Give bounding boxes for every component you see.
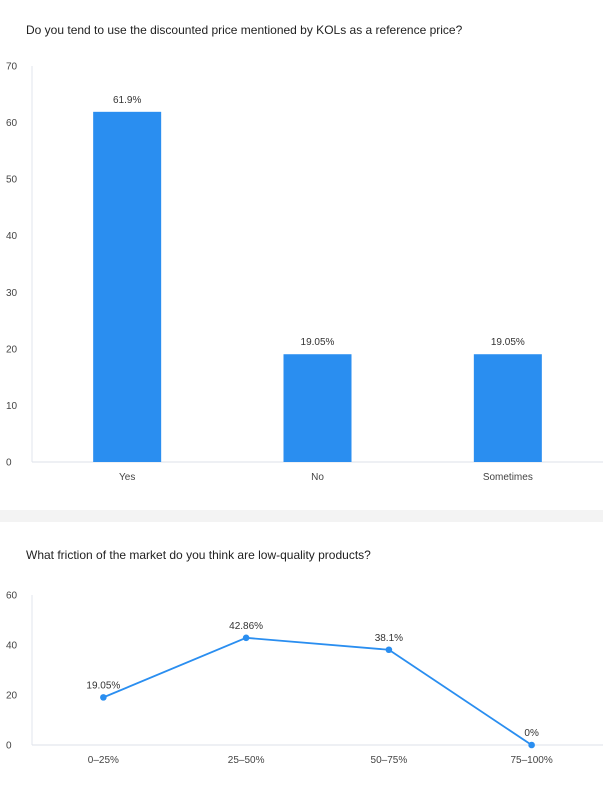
line-chart-panel: What friction of the market do you think…: [0, 522, 603, 785]
x-tick-label: 75–100%: [510, 755, 552, 766]
data-label: 61.9%: [113, 95, 141, 106]
bar-chart-svg: 0 10 20 30 40 50 60 70 61.9% Yes 19.05% No 19.05% Som…: [6, 62, 603, 483]
y-tick-label: 30: [6, 288, 18, 299]
y-tick-label: 40: [6, 231, 18, 242]
line-chart-title: What friction of the market do you think…: [26, 548, 371, 562]
data-label: 42.86%: [229, 621, 263, 632]
bar-chart-panel: Do you tend to use the discounted price …: [0, 0, 603, 510]
data-point: [242, 634, 250, 642]
y-tick-label: 60: [6, 591, 18, 602]
data-point: [100, 694, 107, 701]
data-label: 19.05%: [301, 337, 335, 348]
data-label: 38.1%: [375, 633, 403, 644]
bar-chart-title: Do you tend to use the discounted price …: [26, 23, 463, 37]
y-tick-label: 0: [6, 458, 12, 469]
line-series: [103, 636, 533, 746]
data-label: 19.05%: [86, 680, 120, 691]
bar: [283, 354, 352, 462]
x-tick-label: 0–25%: [88, 755, 119, 766]
data-label: 19.05%: [491, 337, 525, 348]
y-tick-label: 20: [6, 344, 18, 355]
y-tick-label: 0: [6, 741, 12, 752]
x-tick-label: 25–50%: [228, 755, 265, 766]
x-tick-label: Sometimes: [483, 472, 533, 483]
y-tick-label: 70: [6, 62, 18, 73]
y-tick-label: 40: [6, 641, 18, 652]
x-tick-label: No: [311, 472, 324, 483]
data-point: [528, 741, 535, 749]
x-tick-label: Yes: [119, 472, 135, 483]
y-tick-label: 20: [6, 691, 18, 702]
y-tick-label: 10: [6, 401, 18, 412]
data-point: [385, 646, 393, 654]
x-tick-label: 50–75%: [371, 755, 408, 766]
y-tick-label: 60: [6, 118, 18, 129]
data-label: 0%: [524, 728, 539, 739]
line-chart-svg: 0 20 40 60 19.05% 0–25% 42.86% 25–50% 38.1% 50–75…: [6, 591, 603, 766]
bar: [473, 354, 542, 462]
y-tick-label: 50: [6, 175, 18, 186]
bar: [93, 111, 162, 462]
